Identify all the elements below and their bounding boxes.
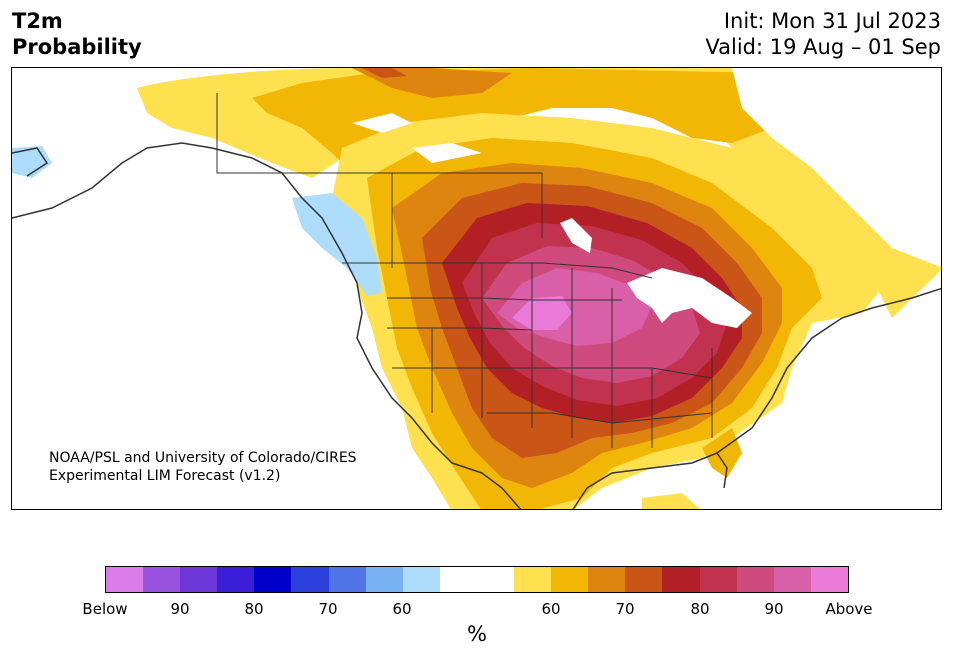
colorbar-cell xyxy=(180,567,218,592)
contour-75-north xyxy=(362,68,407,78)
colorbar-units: % xyxy=(467,622,487,646)
political-boundaries xyxy=(216,93,713,448)
colorbar-tick-label: 90 xyxy=(170,600,190,618)
great-lakes xyxy=(627,268,752,328)
colorbar-cell xyxy=(328,567,366,592)
colorbar-cell xyxy=(291,567,329,592)
north-america-map xyxy=(12,68,941,509)
colorbar-tick-label: 60 xyxy=(541,600,561,618)
colorbar-cell xyxy=(588,567,626,592)
colorbar-cell xyxy=(143,567,181,592)
colorbar-cell xyxy=(217,567,255,592)
contour-60-caribbean xyxy=(642,493,700,509)
valid-range: Valid: 19 Aug – 01 Sep xyxy=(705,35,941,59)
colorbar-cell xyxy=(736,567,774,592)
chart-title: T2m Probability xyxy=(12,8,142,60)
colorbar-tick-label: 80 xyxy=(690,600,710,618)
colorbar-cell xyxy=(365,567,403,592)
init-date: Init: Mon 31 Jul 2023 xyxy=(723,9,941,33)
colorbar-cell xyxy=(810,567,848,592)
title-variable: T2m xyxy=(12,9,63,33)
data-credit: NOAA/PSL and University of Colorado/CIRE… xyxy=(49,449,357,485)
colorbar-cell xyxy=(551,567,589,592)
probability-map xyxy=(11,67,942,510)
lake-winnipeg xyxy=(560,218,592,253)
title-quantity: Probability xyxy=(12,35,142,59)
contour-65-florida xyxy=(702,428,742,478)
greenland-ice xyxy=(732,68,941,268)
colorbar-tick-label: Below xyxy=(82,600,128,618)
colorbar-cell xyxy=(625,567,663,592)
credit-line-2: Experimental LIM Forecast (v1.2) xyxy=(49,468,281,484)
colorbar-tick-label: 70 xyxy=(318,600,338,618)
colorbar-tick-label: 90 xyxy=(764,600,784,618)
colorbar-tick-label: 60 xyxy=(392,600,412,618)
colorbar-cell xyxy=(106,567,144,592)
colorbar-cell xyxy=(476,567,515,592)
colorbar-cell xyxy=(699,567,737,592)
colorbar-tick-label: 70 xyxy=(615,600,635,618)
colorbar-cell xyxy=(254,567,292,592)
colorbar-cell xyxy=(773,567,811,592)
colorbar xyxy=(105,566,849,593)
colorbar-cell xyxy=(402,567,440,592)
colorbar-tick-label: Above xyxy=(825,600,873,618)
colorbar-cell xyxy=(514,567,552,592)
hudson-bay-ice xyxy=(352,113,482,163)
colorbar-cell xyxy=(439,567,477,592)
coastlines xyxy=(12,142,941,509)
credit-line-1: NOAA/PSL and University of Colorado/CIRE… xyxy=(49,450,357,466)
forecast-dates: Init: Mon 31 Jul 2023 Valid: 19 Aug – 01… xyxy=(705,8,941,60)
colorbar-tick-label: 80 xyxy=(244,600,264,618)
contour-below-nw-2 xyxy=(12,146,52,178)
contour-above-main xyxy=(512,296,572,330)
colorbar-cell xyxy=(662,567,700,592)
